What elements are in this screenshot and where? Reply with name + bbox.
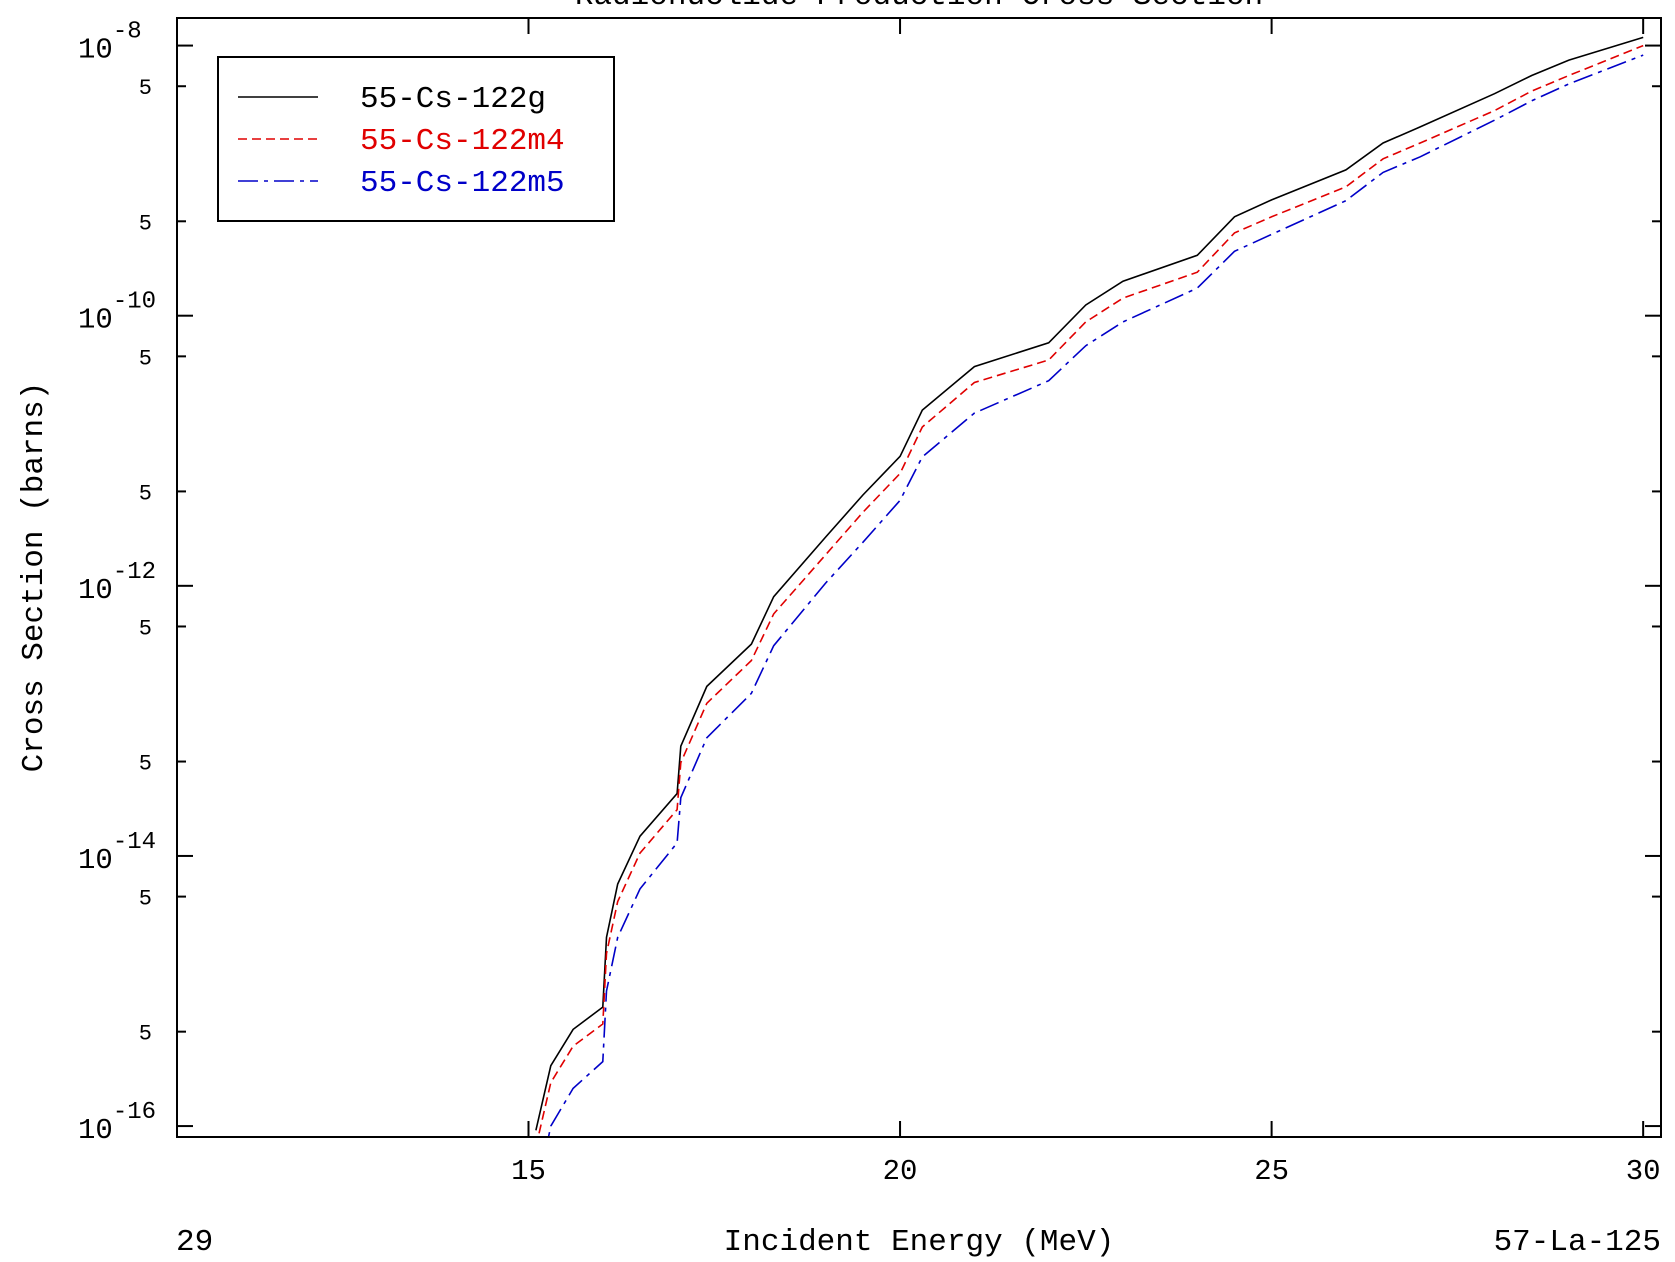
y-tick-label: 10-8 [78,19,142,67]
series-line [547,54,1644,1137]
footer-left: 29 [176,1225,213,1260]
y-tick-label: 5 [139,887,152,912]
y-tick-base: 10 [78,574,113,607]
y-tick-base: 10 [78,844,113,877]
x-axis-label: Incident Energy (MeV) [724,1225,1115,1260]
y-tick-label: 5 [139,211,152,236]
y-tick-label: 10-12 [78,559,156,607]
series-line [537,44,1644,1137]
y-tick-exponent: -10 [113,289,156,316]
legend-label: 55-Cs-122m4 [360,124,565,159]
y-tick-exponent: -16 [113,1099,156,1126]
y-tick-label: 5 [139,76,152,101]
legend-label: 55-Cs-122g [360,82,546,117]
plot-area [535,36,1644,1137]
y-tick-label: 10-14 [78,829,156,877]
y-tick-base: 10 [78,1114,113,1147]
y-tick-label: 10-10 [78,289,156,337]
x-tick-label: 20 [883,1155,918,1188]
legend-label: 55-Cs-122m5 [360,166,565,201]
y-tick-label: 10-16 [78,1099,156,1147]
y-tick-base: 10 [78,304,113,337]
y-tick-label: 5 [139,1022,152,1047]
y-tick-exponent: -12 [113,559,156,586]
x-tick-label: 25 [1254,1155,1289,1188]
y-tick-label: 5 [139,481,152,506]
x-tick-label: 30 [1626,1155,1661,1188]
legend-box [217,56,615,222]
plot-frame [176,17,1662,1138]
footer-right: 57-La-125 [1494,1225,1661,1260]
series-line [535,36,1644,1131]
y-tick-label: 5 [139,752,152,777]
x-tick-label: 15 [511,1155,546,1188]
y-axis-label: Cross Section (barns) [17,382,52,773]
y-tick-label: 5 [139,346,152,371]
y-tick-exponent: -14 [113,829,156,856]
chart-title: Radionuclide Production Cross Section [575,0,1263,14]
y-tick-base: 10 [78,34,113,67]
y-tick-exponent: -8 [113,19,142,46]
y-tick-label: 5 [139,616,152,641]
